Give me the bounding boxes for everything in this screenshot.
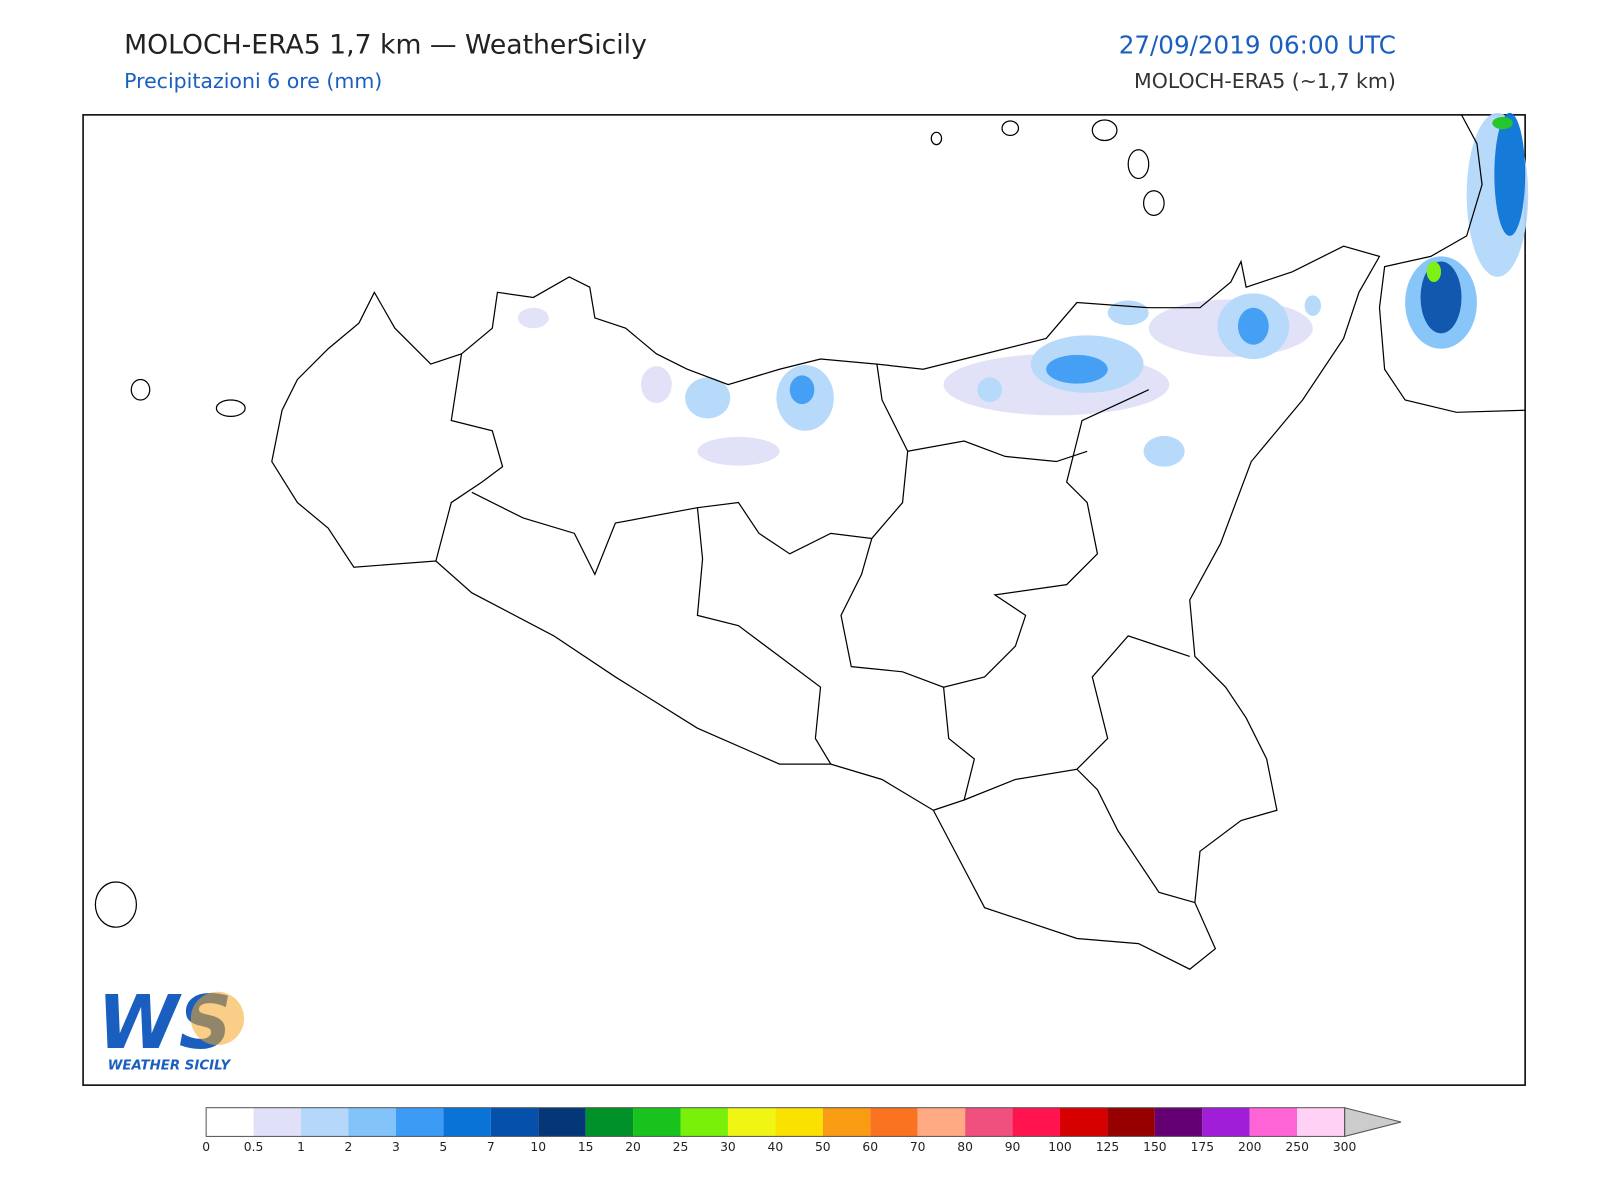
precipitation — [517, 112, 1529, 467]
colorbar-segment — [1297, 1107, 1345, 1137]
colorbar-tick-label: 250 — [1285, 1140, 1308, 1154]
colorbar-segment — [395, 1107, 444, 1137]
colorbar-segment — [775, 1107, 823, 1137]
logo-text: WEATHER SICILY — [108, 1059, 232, 1074]
colorbar-segment — [443, 1107, 491, 1137]
colorbar-segment — [538, 1107, 586, 1137]
colorbar-extend — [1344, 1107, 1402, 1138]
province-borders — [435, 353, 1196, 904]
colorbar-tick-label: 175 — [1191, 1140, 1214, 1154]
colorbar-tick-label: 70 — [910, 1140, 926, 1154]
colorbar-segment — [1202, 1107, 1250, 1137]
colorbar-segment — [870, 1107, 918, 1137]
colorbar-tick-label: 3 — [392, 1140, 400, 1154]
colorbar-segment — [1012, 1107, 1060, 1137]
coastline — [94, 114, 1526, 970]
colorbar-segment — [348, 1107, 396, 1137]
colorbar: 0 0.5 1 2 3 5 7 10 15 20 25 30 40 50 60 70 80 90 100 125 150… — [202, 1107, 1402, 1154]
colorbar-tick-label: 200 — [1238, 1140, 1261, 1154]
colorbar-tick-label: 300 — [1333, 1140, 1356, 1154]
subtitle: Precipitazioni 6 ore (mm) — [124, 69, 382, 93]
title: MOLOCH-ERA5 1,7 km — WeatherSicily — [124, 29, 647, 60]
colorbar-tick-label: 60 — [862, 1140, 878, 1154]
colorbar-tick-label: 0 — [202, 1140, 210, 1154]
colorbar-segment — [917, 1107, 966, 1137]
colorbar-tick-label: 125 — [1096, 1140, 1119, 1154]
colorbar-segment — [301, 1107, 349, 1137]
colorbar-tick-label: 20 — [625, 1140, 641, 1154]
logo-sun — [190, 991, 245, 1046]
colorbar-tick-label: 5 — [439, 1140, 447, 1154]
colorbar-tick-label: 100 — [1048, 1140, 1071, 1154]
colorbar-segment — [585, 1107, 634, 1137]
colorbar-tick-label: 80 — [957, 1140, 973, 1154]
colorbar-segment — [633, 1107, 681, 1137]
colorbar-tick-label: 2 — [345, 1140, 353, 1154]
colorbar-segment — [1107, 1107, 1155, 1137]
colorbar-tick-label: 150 — [1143, 1140, 1166, 1154]
map — [82, 112, 1529, 1086]
colorbar-tick-label: 0.5 — [244, 1140, 264, 1154]
colorbar-segment — [1154, 1107, 1203, 1137]
colorbar-segment — [1060, 1107, 1108, 1137]
colorbar-tick-label: 7 — [487, 1140, 495, 1154]
colorbar-frame — [205, 1107, 1346, 1137]
colorbar-tick-label: 1 — [297, 1140, 305, 1154]
colorbar-segment — [1249, 1107, 1298, 1137]
model-label: MOLOCH-ERA5 (~1,7 km) — [1134, 69, 1396, 93]
colorbar-tick-label: 30 — [720, 1140, 736, 1154]
map-frame — [82, 114, 1526, 1086]
colorbar-tick-label: 90 — [1005, 1140, 1021, 1154]
colorbar-segment — [253, 1107, 302, 1137]
colorbar-segment — [490, 1107, 539, 1137]
logo: WS WEATHER SICILY — [97, 980, 245, 1074]
datetime: 27/09/2019 06:00 UTC — [1119, 30, 1396, 59]
colorbar-segment — [727, 1107, 776, 1137]
colorbar-segment — [965, 1107, 1013, 1137]
colorbar-tick-label: 25 — [673, 1140, 689, 1154]
colorbar-tick-label: 10 — [530, 1140, 546, 1154]
colorbar-tick-label: 40 — [768, 1140, 784, 1154]
colorbar-tick-label: 15 — [578, 1140, 594, 1154]
colorbar-segment — [680, 1107, 728, 1137]
colorbar-segment — [206, 1107, 254, 1137]
colorbar-tick-label: 50 — [815, 1140, 831, 1154]
colorbar-segment — [822, 1107, 871, 1137]
